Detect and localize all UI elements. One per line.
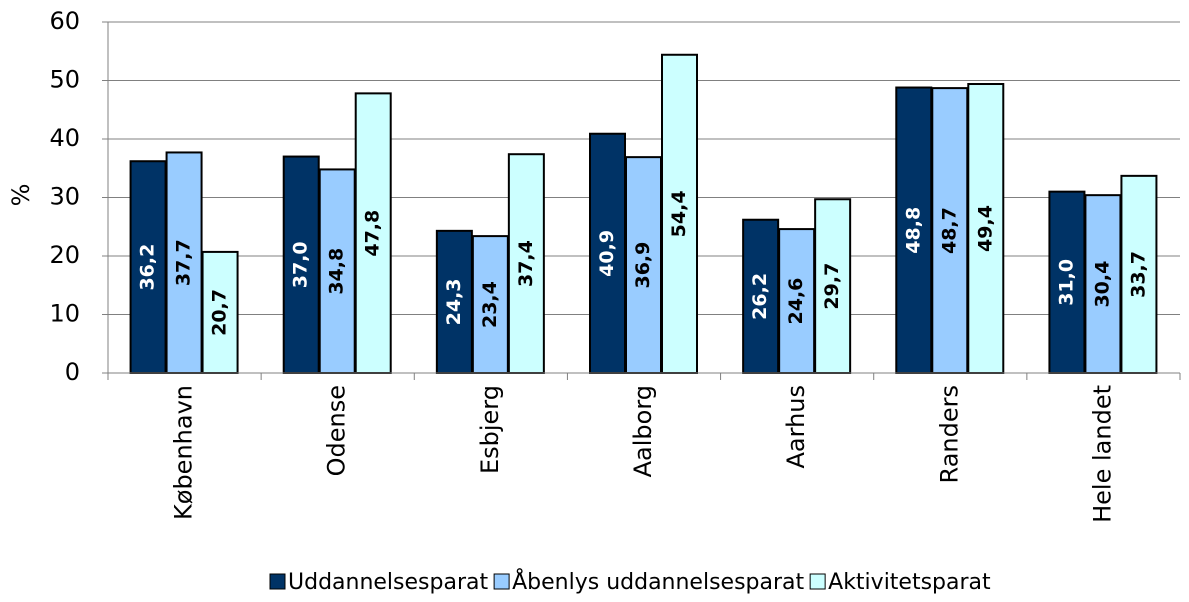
bar — [967, 83, 1005, 374]
value-label: 48,7 — [938, 207, 960, 254]
bar — [507, 153, 545, 374]
x-tick-label: Aalborg — [629, 385, 657, 477]
y-tick-label: 50 — [49, 66, 80, 94]
legend-label: Åbenlys uddannelsesparat — [512, 568, 804, 595]
bar — [129, 160, 167, 374]
bar — [625, 156, 662, 374]
value-label: 37,7 — [173, 239, 195, 286]
value-label: 31,0 — [1055, 259, 1077, 306]
y-tick-label: 20 — [49, 241, 80, 269]
value-label: 37,4 — [515, 240, 537, 287]
x-tick-label: Odense — [323, 385, 351, 476]
bar — [661, 53, 698, 374]
value-label: 30,4 — [1091, 261, 1113, 308]
x-tick-label: Aarhus — [782, 385, 810, 469]
value-label: 40,9 — [596, 230, 618, 277]
y-tick-label: 10 — [49, 300, 80, 328]
value-label: 33,7 — [1127, 251, 1149, 298]
value-label: 54,4 — [668, 190, 690, 237]
bar — [354, 92, 392, 375]
value-label: 49,4 — [974, 205, 996, 252]
bar — [931, 87, 969, 374]
legend-label: Aktivitetsparat — [828, 570, 991, 595]
y-tick-label: 0 — [65, 358, 80, 386]
value-label: 37,0 — [290, 241, 312, 288]
value-label: 29,7 — [821, 263, 843, 310]
bar — [282, 155, 320, 374]
y-tick-label: 60 — [49, 7, 80, 35]
legend-swatch — [809, 573, 826, 590]
bar — [814, 198, 852, 374]
value-label: 23,4 — [479, 281, 501, 328]
legend-label: Uddannelsesparat — [288, 570, 488, 595]
value-label: 24,3 — [443, 278, 465, 325]
x-tick-label: København — [170, 385, 198, 520]
value-label: 36,2 — [137, 244, 159, 291]
value-label: 47,8 — [362, 210, 384, 257]
value-label: 26,2 — [749, 273, 771, 320]
legend-swatch — [269, 573, 286, 590]
bar — [435, 229, 473, 374]
value-label: 20,7 — [209, 289, 231, 336]
value-label: 34,8 — [326, 248, 348, 295]
y-tick-label: 40 — [49, 124, 80, 152]
y-tick-label: 30 — [49, 183, 80, 211]
value-label: 48,8 — [902, 207, 924, 254]
x-tick-label: Hele landet — [1088, 385, 1116, 523]
y-axis-label: % — [7, 184, 35, 207]
x-tick-label: Esbjerg — [476, 385, 504, 474]
value-label: 24,6 — [785, 278, 807, 325]
x-tick-label: Randers — [935, 385, 963, 483]
legend-swatch — [493, 573, 510, 590]
value-label: 36,9 — [632, 242, 654, 289]
bar — [165, 151, 203, 374]
bar — [201, 250, 239, 374]
bar — [1120, 174, 1158, 374]
